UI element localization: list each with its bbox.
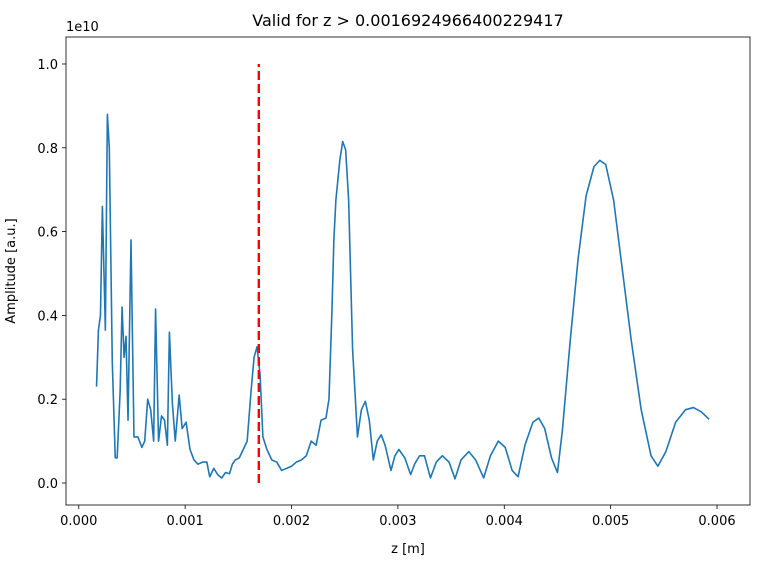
y-offset-label: 1e10 (66, 20, 99, 35)
x-tick-label: 0.005 (592, 514, 629, 529)
x-tick-label: 0.006 (698, 514, 735, 529)
y-tick-label: 0.6 (37, 226, 58, 241)
chart-title: Valid for z > 0.0016924966400229417 (252, 11, 563, 30)
x-axis-label: z [m] (391, 542, 425, 557)
y-tick-label: 1.0 (37, 58, 58, 73)
plot-frame (65, 36, 751, 506)
y-tick-label: 0.2 (37, 393, 58, 408)
x-tick-label: 0.001 (167, 514, 204, 529)
y-tick-label: 0.4 (37, 309, 58, 324)
y-tick-label: 0.0 (37, 477, 58, 492)
data-line (95, 113, 710, 480)
x-tick-label: 0.003 (379, 514, 416, 529)
y-tick-label: 0.8 (37, 142, 58, 157)
x-tick-label: 0.004 (486, 514, 523, 529)
x-tick-label: 0.002 (273, 514, 310, 529)
x-tick-label: 0.000 (60, 514, 97, 529)
y-axis-label: Amplitude [a.u.] (4, 218, 19, 323)
